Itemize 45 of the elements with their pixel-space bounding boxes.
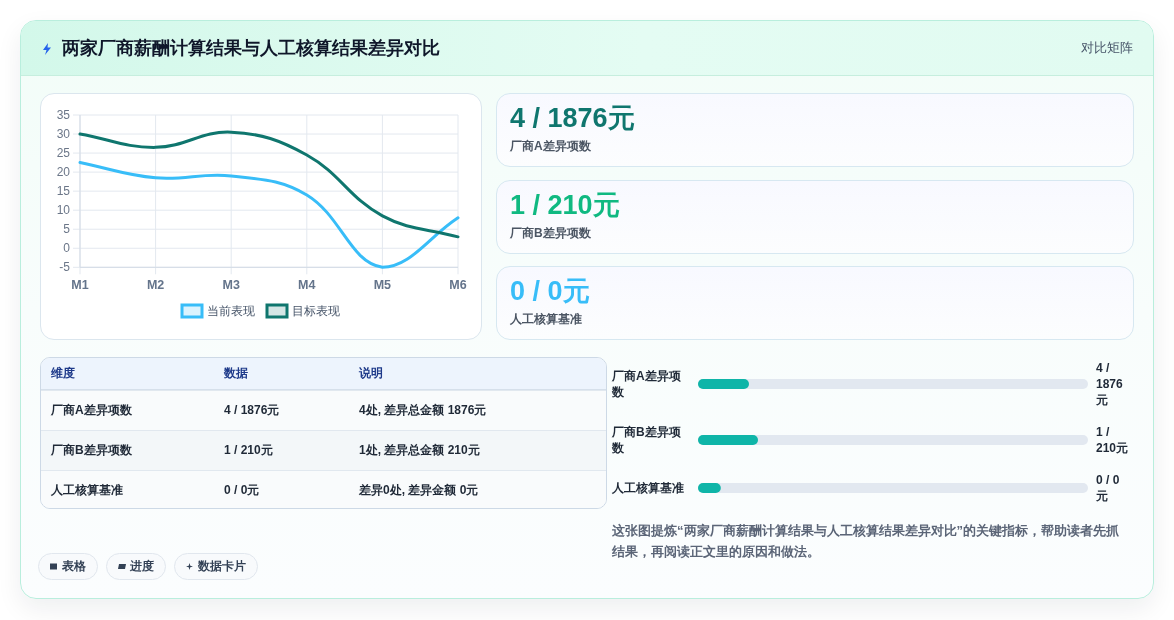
text: 两家厂商薪酬计算结果与人工核算结果差异对比	[62, 37, 440, 59]
text: 对比矩阵	[1081, 40, 1133, 56]
text: 维度	[51, 365, 75, 382]
y-tick-label: 35	[56, 108, 71, 122]
text: 数据卡片	[198, 559, 246, 574]
y-tick-label: 人工核算基准	[612, 480, 685, 496]
text: 0 / 0元	[1096, 472, 1121, 504]
text: 差异0处, 差异金额 0元	[359, 482, 479, 499]
legend-label: 目标表现	[292, 304, 340, 318]
text: 说明	[359, 365, 383, 382]
text: 4处, 差异总金额 1876元	[359, 402, 487, 419]
text: 表格	[62, 559, 86, 574]
x-tick-label: M1	[71, 278, 89, 292]
text: 1 / 210元	[510, 189, 620, 220]
y-tick-label: 0	[63, 241, 71, 256]
text: 1处, 差异总金额 210元	[359, 442, 480, 459]
text: 1 / 210元	[224, 442, 273, 459]
x-tick-label: M5	[373, 278, 392, 292]
text: 4 / 1876元	[224, 402, 280, 419]
y-tick-label: 20	[56, 165, 71, 180]
x-tick-label: M6	[449, 278, 467, 292]
y-tick-label: 厂商A差异项数	[612, 368, 682, 400]
y-tick-label: 15	[56, 184, 71, 199]
y-tick-label: -5	[59, 260, 71, 275]
text: 0 / 0元	[510, 276, 590, 306]
text: 4 / 1876元	[1096, 360, 1124, 408]
text: 数据	[224, 365, 248, 382]
x-tick-label: M2	[146, 278, 165, 292]
y-tick-label: 30	[56, 127, 71, 142]
text: 进度	[130, 559, 154, 574]
line-series	[78, 130, 460, 239]
legend-label: 当前表现	[207, 304, 255, 318]
text: 4 / 1876元	[510, 103, 635, 133]
y-tick-label: 5	[63, 222, 71, 237]
x-tick-label: M4	[298, 278, 316, 292]
category-label: 厂商B差异项数	[510, 224, 591, 241]
x-tick-label: M3	[222, 278, 240, 292]
text: 0 / 0元	[224, 482, 260, 499]
category-label: 人工核算基准	[510, 311, 582, 327]
text: 1 / 210元	[1096, 424, 1130, 456]
y-tick-label: 10	[56, 203, 71, 218]
category-label: 厂商A差异项数	[510, 138, 591, 154]
text: 这张图提炼“两家厂商薪酬计算结果与人工核算结果差异对比”的关键指标，帮助读者先抓结果，再阅读正文里的原因和做法。	[612, 522, 1120, 561]
y-tick-label: 25	[56, 146, 71, 161]
y-tick-label: 厂商B差异项数	[612, 424, 682, 456]
